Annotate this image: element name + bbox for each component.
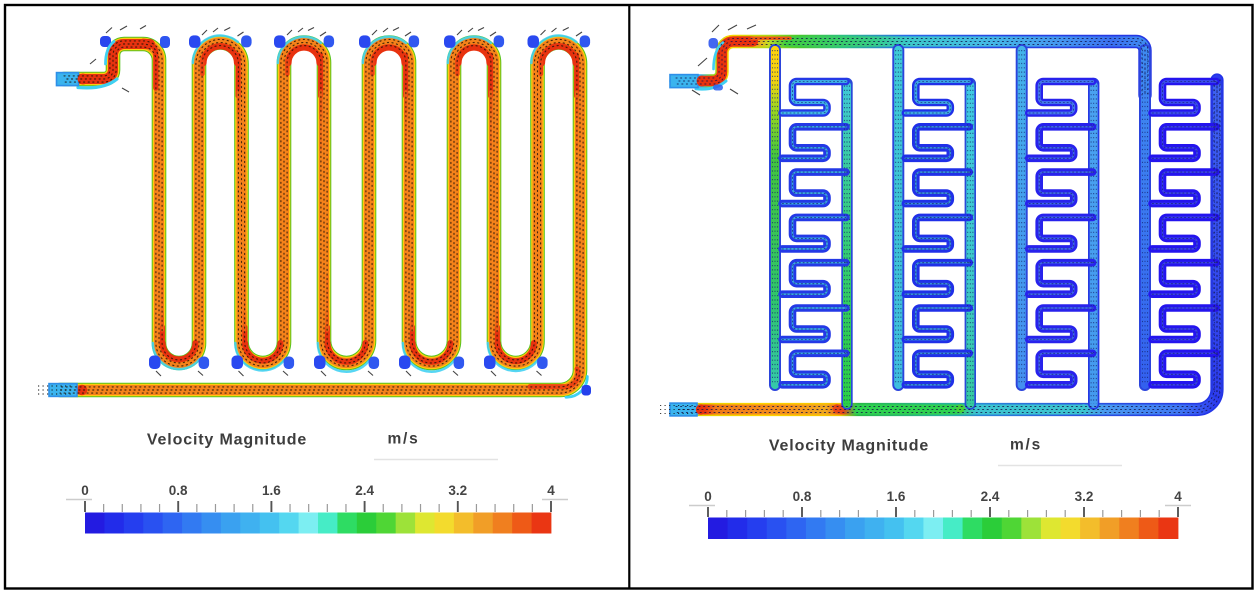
svg-text:3.2: 3.2 [448, 483, 467, 498]
svg-text:Velocity Magnitude: Velocity Magnitude [769, 438, 929, 455]
svg-text:1.6: 1.6 [262, 483, 281, 498]
svg-text:3.2: 3.2 [1075, 489, 1094, 504]
svg-text:4: 4 [547, 483, 555, 498]
svg-text:2.4: 2.4 [355, 483, 374, 498]
svg-text:0.8: 0.8 [793, 489, 812, 504]
svg-text:Velocity Magnitude: Velocity Magnitude [147, 432, 307, 449]
svg-text:2.4: 2.4 [981, 489, 1000, 504]
svg-text:4: 4 [1174, 489, 1182, 504]
svg-text:m/s: m/s [387, 431, 419, 448]
svg-text:0: 0 [704, 489, 712, 504]
svg-text:1.6: 1.6 [887, 489, 906, 504]
svg-text:0.8: 0.8 [169, 483, 188, 498]
svg-text:0: 0 [81, 483, 89, 498]
svg-text:m/s: m/s [1010, 437, 1042, 454]
